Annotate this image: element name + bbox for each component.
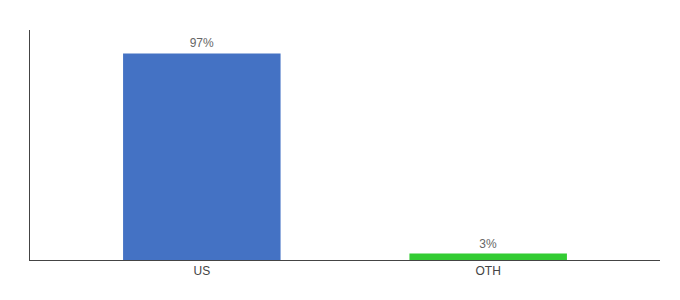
svg-text:US: US bbox=[193, 264, 210, 278]
svg-text:OTH: OTH bbox=[476, 264, 501, 278]
svg-text:3%: 3% bbox=[479, 237, 497, 251]
svg-text:97%: 97% bbox=[190, 36, 214, 50]
